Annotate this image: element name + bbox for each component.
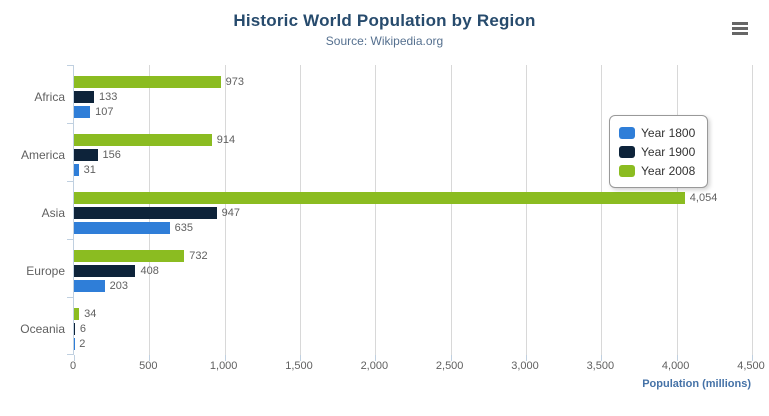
gridline (676, 65, 678, 355)
export-menu-button[interactable] (730, 19, 752, 39)
bar-value-label: 2 (79, 338, 86, 350)
bar-value-label: 973 (225, 76, 244, 88)
legend-swatch-icon (619, 126, 635, 139)
y-axis-tick (67, 123, 74, 124)
x-tick-label: 2,500 (435, 360, 464, 372)
category-label: Africa (34, 90, 65, 104)
bar[interactable] (74, 192, 685, 204)
category-label: Asia (41, 206, 65, 220)
bar-value-label: 947 (221, 207, 241, 219)
legend-item-label: Year 2008 (641, 163, 696, 178)
bar[interactable] (74, 222, 170, 234)
bar-value-label: 107 (95, 106, 114, 118)
x-axis-tick (601, 355, 603, 361)
bar-value-label: 133 (99, 91, 118, 103)
x-tick-label: 4,500 (737, 360, 765, 372)
plot-area: 973 133 107 914 156 31 4,054 947 635 732 408 203 34 6… (67, 65, 753, 361)
y-axis-tick (67, 239, 74, 240)
bar[interactable] (74, 308, 80, 320)
x-tick-label: 1,500 (285, 360, 313, 372)
bar[interactable] (74, 280, 105, 292)
gridline (450, 65, 452, 355)
gridline (300, 65, 301, 355)
chart-title: Historic World Population by Region (233, 11, 536, 30)
x-tick-label: 500 (139, 360, 158, 372)
bar-value-label: 408 (140, 265, 159, 277)
x-tick-label: 0 (69, 360, 77, 372)
gridline (526, 65, 527, 355)
bar-value-label: 156 (102, 149, 121, 161)
bar-value-label: 732 (189, 250, 208, 262)
hamburger-icon (732, 21, 748, 25)
legend-swatch-icon (619, 145, 635, 158)
bar[interactable] (74, 164, 79, 176)
y-axis-tick (67, 65, 74, 66)
x-tick-label: 3,500 (586, 360, 615, 372)
bar[interactable] (74, 91, 95, 103)
legend: Year 1800 Year 1900 Year 2008 (609, 115, 709, 188)
bar-value-label: 914 (216, 134, 236, 146)
chart-subtitle: Source: Wikipedia.org (325, 34, 444, 48)
category-label: America (20, 148, 65, 162)
bar[interactable] (74, 149, 98, 161)
legend-swatch-icon (619, 164, 635, 177)
hamburger-icon (732, 31, 748, 35)
legend-item-year-1900[interactable]: Year 1900 (619, 142, 695, 161)
category-label: Europe (26, 264, 65, 278)
x-axis-tick (300, 355, 301, 361)
legend-item-year-2008[interactable]: Year 2008 (619, 161, 695, 180)
gridline (601, 65, 603, 355)
x-tick-label: 3,000 (511, 360, 539, 372)
x-axis-tick (74, 355, 75, 361)
x-axis-title: Population (millions) (642, 378, 751, 390)
bar-value-label: 31 (83, 164, 96, 176)
x-axis-tick (450, 355, 452, 361)
x-tick-label: 1,000 (209, 360, 238, 372)
x-axis-tick (676, 355, 678, 361)
bar-value-label: 203 (109, 280, 128, 292)
legend-item-label: Year 1900 (641, 144, 696, 159)
bar[interactable] (74, 106, 91, 118)
x-axis-tick (752, 355, 753, 361)
bar[interactable] (74, 265, 136, 277)
bar[interactable] (74, 323, 75, 335)
category-label: Oceania (20, 322, 65, 336)
gridline (375, 65, 377, 355)
bar-value-label: 6 (79, 323, 87, 335)
y-axis-tick (67, 297, 74, 298)
legend-item-label: Year 1800 (641, 125, 696, 140)
bar[interactable] (74, 250, 185, 262)
x-axis-tick (149, 355, 151, 361)
bar[interactable] (74, 134, 212, 146)
y-axis-tick (67, 354, 74, 355)
x-axis-tick (224, 355, 226, 361)
bar-value-label: 34 (84, 308, 97, 320)
gridline (752, 65, 753, 355)
legend-item-year-1800[interactable]: Year 1800 (619, 123, 695, 142)
bar[interactable] (74, 207, 217, 219)
y-axis-tick (67, 181, 74, 182)
bar[interactable] (74, 76, 221, 88)
x-axis-tick (375, 355, 377, 361)
x-tick-label: 4,000 (661, 360, 690, 372)
x-tick-label: 2,000 (360, 360, 389, 372)
bar-value-label: 635 (174, 222, 194, 234)
hamburger-icon (732, 26, 748, 30)
bar-value-label: 4,054 (689, 192, 718, 204)
x-axis-tick (526, 355, 527, 361)
gridline (224, 65, 226, 355)
